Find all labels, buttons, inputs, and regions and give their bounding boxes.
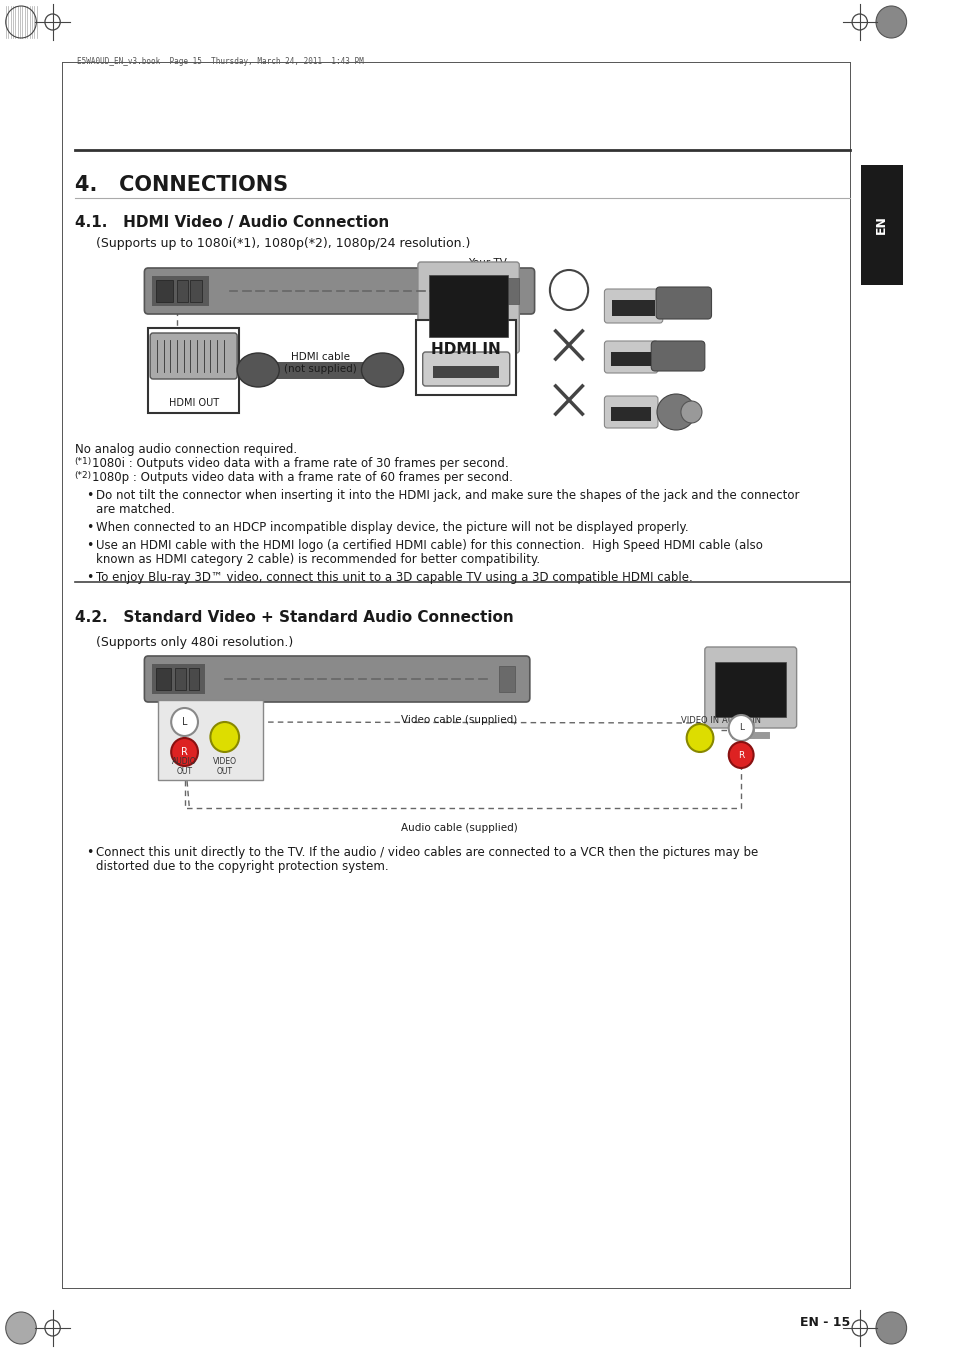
Text: VIDEO
OUT: VIDEO OUT — [213, 756, 236, 776]
FancyBboxPatch shape — [144, 656, 529, 702]
FancyBboxPatch shape — [704, 647, 796, 728]
Bar — [258, 362, 382, 378]
FancyBboxPatch shape — [604, 396, 658, 428]
Text: •: • — [86, 539, 93, 552]
Bar — [190, 279, 202, 302]
Circle shape — [211, 722, 239, 752]
Text: 4.1.   HDMI Video / Audio Connection: 4.1. HDMI Video / Audio Connection — [74, 215, 389, 230]
FancyBboxPatch shape — [150, 333, 237, 379]
Circle shape — [728, 743, 753, 768]
Text: distorted due to the copyright protection system.: distorted due to the copyright protectio… — [95, 860, 388, 873]
Text: R: R — [181, 747, 188, 757]
Text: •: • — [86, 521, 93, 535]
Bar — [176, 279, 188, 302]
Bar — [611, 406, 651, 421]
Text: are matched.: are matched. — [95, 504, 174, 516]
Circle shape — [6, 1312, 36, 1345]
Text: HDMI OUT: HDMI OUT — [169, 398, 218, 408]
Text: AUDIO
OUT: AUDIO OUT — [172, 756, 196, 776]
Text: Do not tilt the connector when inserting it into the HDMI jack, and make sure th: Do not tilt the connector when inserting… — [95, 489, 799, 502]
Text: 1080i : Outputs video data with a frame rate of 30 frames per second.: 1080i : Outputs video data with a frame … — [91, 458, 508, 470]
Text: 1080p : Outputs video data with a frame rate of 60 frames per second.: 1080p : Outputs video data with a frame … — [91, 471, 512, 485]
FancyBboxPatch shape — [651, 342, 704, 371]
Bar — [433, 366, 498, 378]
Circle shape — [875, 5, 905, 38]
Bar — [157, 701, 263, 780]
Circle shape — [728, 716, 753, 741]
Text: (*1): (*1) — [74, 458, 91, 466]
Bar — [155, 668, 171, 690]
Text: EN - 15: EN - 15 — [800, 1316, 849, 1328]
FancyBboxPatch shape — [604, 289, 662, 323]
Bar — [860, 165, 902, 285]
Text: 4.   CONNECTIONS: 4. CONNECTIONS — [74, 176, 288, 194]
FancyBboxPatch shape — [604, 342, 658, 373]
Text: VIDEO IN: VIDEO IN — [680, 716, 719, 725]
Text: 4.2.   Standard Video + Standard Audio Connection: 4.2. Standard Video + Standard Audio Con… — [74, 610, 513, 625]
Text: Your TV: Your TV — [468, 258, 507, 269]
Text: EN: EN — [874, 216, 887, 235]
Text: Your TV: Your TV — [745, 653, 783, 663]
Text: R: R — [738, 751, 743, 760]
Text: (*2): (*2) — [74, 471, 91, 481]
Text: (Supports up to 1080i(*1), 1080p(*2), 1080p/24 resolution.): (Supports up to 1080i(*1), 1080p(*2), 10… — [95, 238, 470, 250]
Text: To enjoy Blu-ray 3D™ video, connect this unit to a 3D capable TV using a 3D comp: To enjoy Blu-ray 3D™ video, connect this… — [95, 571, 692, 585]
Text: •: • — [86, 846, 93, 859]
Text: HDMI cable
(not supplied): HDMI cable (not supplied) — [284, 352, 356, 374]
Bar — [148, 328, 239, 413]
Text: Connect this unit directly to the TV. If the audio / video cables are connected : Connect this unit directly to the TV. If… — [95, 846, 757, 859]
Ellipse shape — [657, 394, 695, 431]
Bar — [429, 275, 507, 338]
Text: E5WA0UD_EN_v3.book  Page 15  Thursday, March 24, 2011  1:43 PM: E5WA0UD_EN_v3.book Page 15 Thursday, Mar… — [76, 57, 363, 66]
FancyBboxPatch shape — [417, 262, 518, 352]
Bar — [501, 278, 518, 304]
Text: Audio cable (supplied): Audio cable (supplied) — [400, 824, 517, 833]
Circle shape — [171, 738, 198, 765]
Bar — [152, 275, 210, 306]
Bar — [416, 320, 516, 396]
Text: No analog audio connection required.: No analog audio connection required. — [74, 443, 296, 456]
Ellipse shape — [361, 352, 403, 387]
Ellipse shape — [237, 352, 279, 387]
Text: (Supports only 480i resolution.): (Supports only 480i resolution.) — [95, 636, 293, 649]
Text: AUDIO IN: AUDIO IN — [720, 716, 760, 725]
Text: L: L — [738, 724, 743, 733]
Text: HDMI IN: HDMI IN — [431, 342, 500, 356]
Bar — [715, 662, 785, 717]
Bar — [498, 666, 514, 693]
Text: •: • — [86, 571, 93, 585]
Ellipse shape — [680, 401, 701, 423]
Text: known as HDMI category 2 cable) is recommended for better compatibility.: known as HDMI category 2 cable) is recom… — [95, 554, 539, 566]
Bar — [611, 352, 651, 366]
Bar — [612, 300, 655, 316]
Bar — [152, 664, 205, 694]
Bar — [174, 668, 186, 690]
Text: Video cable (supplied): Video cable (supplied) — [400, 716, 517, 725]
FancyBboxPatch shape — [144, 269, 534, 315]
Circle shape — [171, 707, 198, 736]
Text: Use an HDMI cable with the HDMI logo (a certified HDMI cable) for this connectio: Use an HDMI cable with the HDMI logo (a … — [95, 539, 761, 552]
Circle shape — [686, 724, 713, 752]
FancyBboxPatch shape — [422, 352, 509, 386]
Text: •: • — [86, 489, 93, 502]
Text: When connected to an HDCP incompatible display device, the picture will not be d: When connected to an HDCP incompatible d… — [95, 521, 687, 535]
Bar — [189, 668, 199, 690]
FancyBboxPatch shape — [656, 288, 711, 319]
Bar — [155, 279, 172, 302]
Text: L: L — [182, 717, 187, 728]
Circle shape — [875, 1312, 905, 1345]
